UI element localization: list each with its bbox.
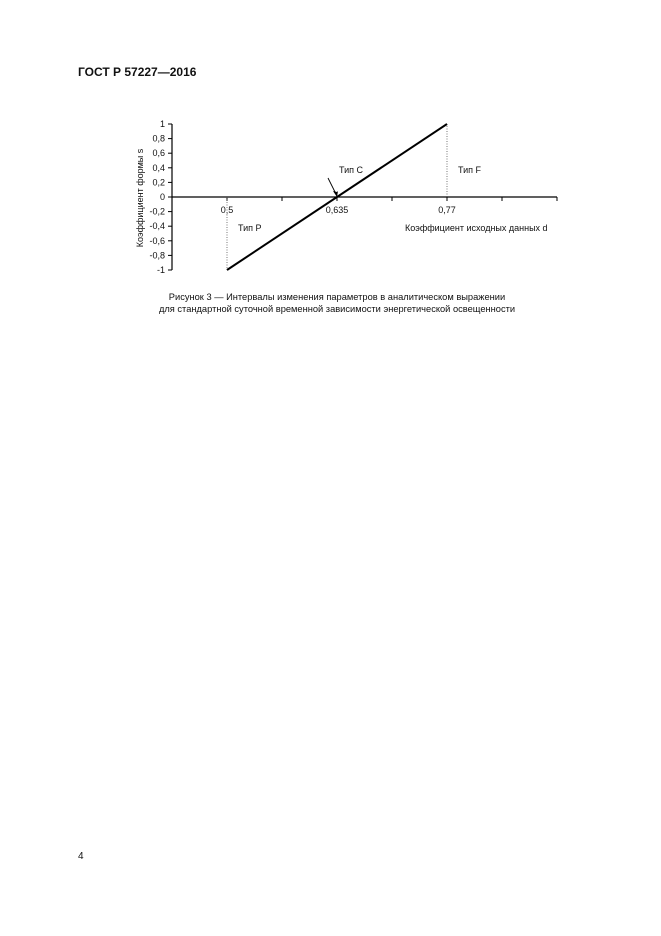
page-number: 4 xyxy=(78,851,84,862)
y-tick-label: 0,2 xyxy=(152,177,165,187)
y-tick-label: -0,6 xyxy=(149,236,165,246)
y-tick-label: 0,6 xyxy=(152,148,165,158)
document-header: ГОСТ Р 57227—2016 xyxy=(78,65,197,79)
annotation-type-f: Тип F xyxy=(458,165,482,175)
arrow-head-icon xyxy=(333,191,338,197)
caption-line-1: Рисунок 3 — Интервалы изменения параметр… xyxy=(168,292,506,302)
y-tick-label: 0,4 xyxy=(152,163,165,173)
annotation-arrow xyxy=(327,177,337,195)
y-tick-label: -0,2 xyxy=(149,207,165,217)
y-tick-label: 0 xyxy=(160,192,165,202)
x-tick-label: 0,635 xyxy=(326,205,349,215)
y-tick-label: -0,4 xyxy=(149,221,165,231)
annotation-type-c: Тип C xyxy=(339,165,364,175)
y-tick-label: -1 xyxy=(157,265,165,275)
annotation-type-p: Тип P xyxy=(238,223,262,233)
y-tick-label: -0,8 xyxy=(149,250,165,260)
y-axis-label: Коэффициент формы s xyxy=(135,148,145,247)
x-axis-label: Коэффициент исходных данных d xyxy=(405,223,548,233)
y-tick-label: 0,8 xyxy=(152,134,165,144)
figure-caption: Рисунок 3 — Интервалы изменения параметр… xyxy=(0,291,661,315)
y-tick-label: 1 xyxy=(160,119,165,129)
x-tick-label: 0,77 xyxy=(438,205,456,215)
caption-line-2: для стандартной суточной временной завис… xyxy=(158,304,516,314)
